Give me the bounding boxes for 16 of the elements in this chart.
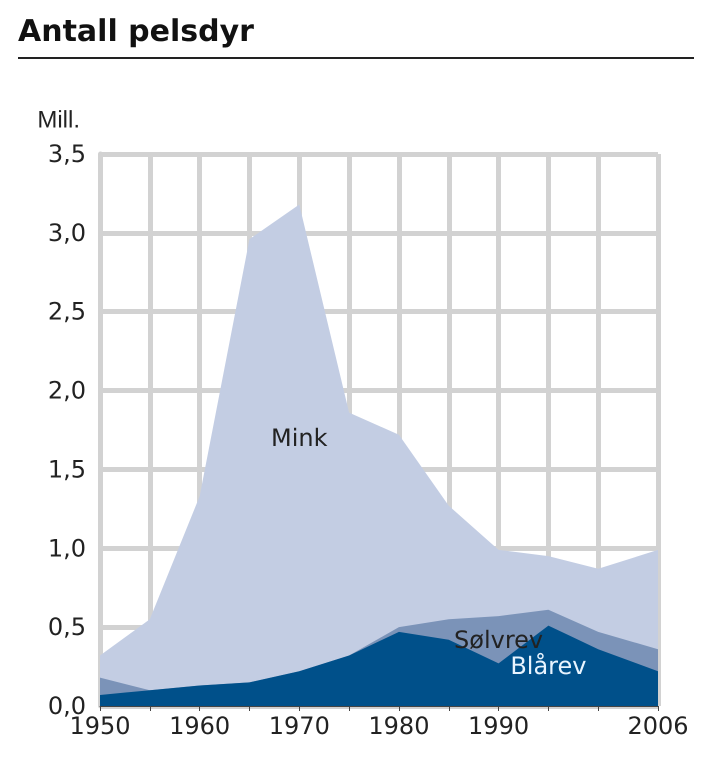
y-tick-label: 3,5 [48,140,86,168]
x-tick-label: 1960 [169,712,230,740]
y-tick-label: 0,5 [48,613,86,642]
y-tick-label: 2,5 [48,298,86,326]
x-tick-label: 1990 [468,712,530,740]
series-label: Blårev [510,652,586,680]
chart-title: Antall pelsdyr [18,14,694,59]
y-tick-label: 1,5 [48,455,86,484]
y-tick-label: 1,0 [48,534,86,562]
x-tick-label: 1980 [368,712,430,740]
x-tick-label: 1970 [268,712,330,740]
y-tick-label: 2,0 [48,376,86,405]
x-tick-label: 2006 [627,712,689,740]
series-label: Mink [271,424,328,452]
y-axis-title: Mill. [37,106,80,134]
y-tick-label: 3,0 [48,218,86,247]
